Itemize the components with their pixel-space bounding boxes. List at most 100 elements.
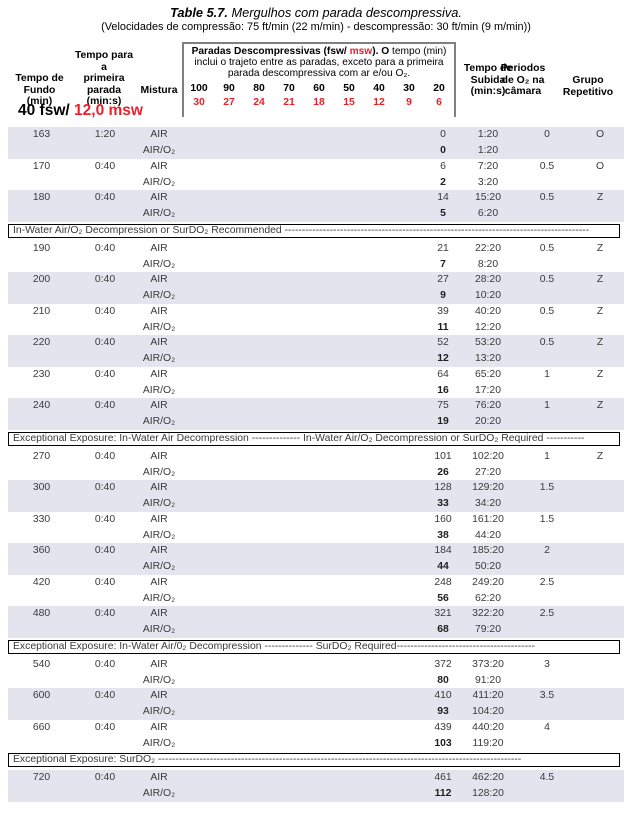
cell-ascent-time: 161:20 <box>472 513 504 525</box>
cell-first-stop: 0:40 <box>94 337 116 349</box>
cell-o2-periods: 4.5 <box>539 772 555 784</box>
cell-stop-20fsw: 410 <box>434 690 452 702</box>
cell-first-stop: 0:40 <box>94 192 116 204</box>
cell-stop-20fsw: 44 <box>437 561 449 573</box>
cell-bottom-time: 170 <box>32 160 51 172</box>
cell-ascent-time: 76:20 <box>474 400 501 412</box>
cell-ascent-time: 10:20 <box>474 290 501 302</box>
cell-repet-group: Z <box>596 450 604 462</box>
depth-msw: 12,0 msw <box>74 102 143 119</box>
table-row: AIR/O₂ 2 3:20 <box>8 174 624 190</box>
cell-ascent-time: 6:20 <box>477 208 499 220</box>
cell-ascent-time: 15:20 <box>474 192 501 204</box>
cell-mixture: AIR <box>150 608 168 620</box>
cell-o2-periods: 2.5 <box>539 576 555 588</box>
table-row: AIR/O₂ 38 44:20 <box>8 527 624 543</box>
cell-stop-20fsw: 5 <box>440 208 446 220</box>
table-row: AIR/O₂ 112 128:20 <box>8 786 624 802</box>
cell-first-stop: 0:40 <box>94 658 116 670</box>
row-group-600: 600 0:40 AIR 410 411:20 3.5 AIR/O₂ 93 104:20 <box>8 688 624 720</box>
cell-stop-20fsw: 321 <box>434 608 452 620</box>
cell-ascent-time: 440:20 <box>472 721 504 733</box>
decompression-stops-header-box: Paradas Descompressivas (fsw/ msw). O te… <box>182 42 456 117</box>
cell-mixture: AIR/O₂ <box>142 737 176 749</box>
col-header-mixture: Mistura <box>140 85 178 96</box>
cell-stop-20fsw: 39 <box>437 305 449 317</box>
table-row: AIR/O₂ 19 20:20 <box>8 414 624 430</box>
cell-stop-20fsw: 12 <box>437 353 449 365</box>
cell-stop-20fsw: 16 <box>437 384 449 396</box>
table-row: 180 0:40 AIR 14 15:20 0.5 Z <box>8 190 624 206</box>
cell-first-stop: 0:40 <box>94 608 116 620</box>
table-row: AIR/O₂ 80 91:20 <box>8 672 624 688</box>
cell-ascent-time: 3:20 <box>477 176 499 188</box>
cell-mixture: AIR <box>150 129 168 141</box>
row-group-180: 180 0:40 AIR 14 15:20 0.5 Z AIR/O₂ 5 6:20 <box>8 190 624 222</box>
cell-stop-20fsw: 80 <box>437 674 449 686</box>
cell-repet-group: O <box>595 129 605 141</box>
cell-bottom-time: 200 <box>32 274 51 286</box>
table-row: AIR/O₂ 68 79:20 <box>8 622 624 638</box>
stops-header-bold2: ). O <box>372 46 390 57</box>
cell-ascent-time: 249:20 <box>472 576 504 588</box>
cell-ascent-time: 102:20 <box>472 450 504 462</box>
row-group-660: 660 0:40 AIR 439 440:20 4 AIR/O₂ 103 119:20 <box>8 720 624 752</box>
cell-stop-20fsw: 0 <box>440 145 446 157</box>
cell-mixture: AIR <box>150 160 168 172</box>
cell-ascent-time: 462:20 <box>472 772 504 784</box>
cell-ascent-time: 129:20 <box>472 482 504 494</box>
cell-stop-20fsw: 75 <box>437 400 449 412</box>
table-row: AIR/O₂ 93 104:20 <box>8 704 624 720</box>
cell-mixture: AIR/O₂ <box>142 416 176 428</box>
cell-ascent-time: 322:20 <box>472 608 504 620</box>
cell-bottom-time: 360 <box>32 545 51 557</box>
cell-stop-20fsw: 19 <box>437 416 449 428</box>
cell-stop-20fsw: 461 <box>434 772 452 784</box>
cell-mixture: AIR/O₂ <box>142 145 176 157</box>
table-row: 163 1:20 AIR 0 1:20 0 O <box>8 127 624 143</box>
cell-bottom-time: 180 <box>32 192 51 204</box>
cell-repet-group: O <box>595 160 605 172</box>
cell-mixture: AIR <box>150 368 168 380</box>
table-row: 170 0:40 AIR 6 7:20 0.5 O <box>8 159 624 175</box>
cell-repet-group: Z <box>596 305 604 317</box>
cell-stop-20fsw: 33 <box>437 498 449 510</box>
cell-bottom-time: 420 <box>32 576 51 588</box>
col-header-ascent-time: Tempo de Subida (min:s) <box>463 63 513 97</box>
cell-mixture: AIR <box>150 337 168 349</box>
cell-o2-periods: 0.5 <box>539 242 555 254</box>
stops-header-bold: Paradas Descompressivas (fsw/ <box>191 46 347 57</box>
row-group-240: 240 0:40 AIR 75 76:20 1 Z AIR/O₂ 19 20:20 <box>8 398 624 430</box>
cell-repet-group: Z <box>596 242 604 254</box>
cell-mixture: AIR/O₂ <box>142 498 176 510</box>
cell-o2-periods: 4 <box>544 721 550 733</box>
cell-bottom-time: 230 <box>32 368 51 380</box>
stop-depth-msw: 6 <box>436 96 442 108</box>
cell-mixture: AIR/O₂ <box>142 176 176 188</box>
stop-depth-msw: 27 <box>223 96 235 108</box>
cell-ascent-time: 185:20 <box>472 545 504 557</box>
table-row: 210 0:40 AIR 39 40:20 0.5 Z <box>8 304 624 320</box>
cell-stop-20fsw: 9 <box>440 290 446 302</box>
cell-bottom-time: 330 <box>32 513 51 525</box>
cell-stop-20fsw: 93 <box>437 706 449 718</box>
cell-mixture: AIR/O₂ <box>142 592 176 604</box>
cell-ascent-time: 28:20 <box>474 274 501 286</box>
table-row: 300 0:40 AIR 128 129:20 1.5 <box>8 480 624 496</box>
table-row: 220 0:40 AIR 52 53:20 0.5 Z <box>8 335 624 351</box>
cell-bottom-time: 300 <box>32 482 51 494</box>
cell-first-stop: 0:40 <box>94 450 116 462</box>
cell-stop-20fsw: 2 <box>440 176 446 188</box>
cell-bottom-time: 600 <box>32 690 51 702</box>
cell-o2-periods: 1 <box>544 368 550 380</box>
row-group-420: 420 0:40 AIR 248 249:20 2.5 AIR/O₂ 56 62:20 <box>8 575 624 607</box>
cell-ascent-time: 91:20 <box>474 674 501 686</box>
cell-first-stop: 0:40 <box>94 576 116 588</box>
stop-depth-msw: 30 <box>193 96 205 108</box>
cell-ascent-time: 79:20 <box>474 624 501 636</box>
cell-ascent-time: 7:20 <box>477 160 499 172</box>
table-row: 270 0:40 AIR 101 102:20 1 Z <box>8 449 624 465</box>
stop-depth-fsw: 90 <box>223 82 235 94</box>
cell-mixture: AIR <box>150 513 168 525</box>
row-group-300: 300 0:40 AIR 128 129:20 1.5 AIR/O₂ 33 34:20 <box>8 480 624 512</box>
